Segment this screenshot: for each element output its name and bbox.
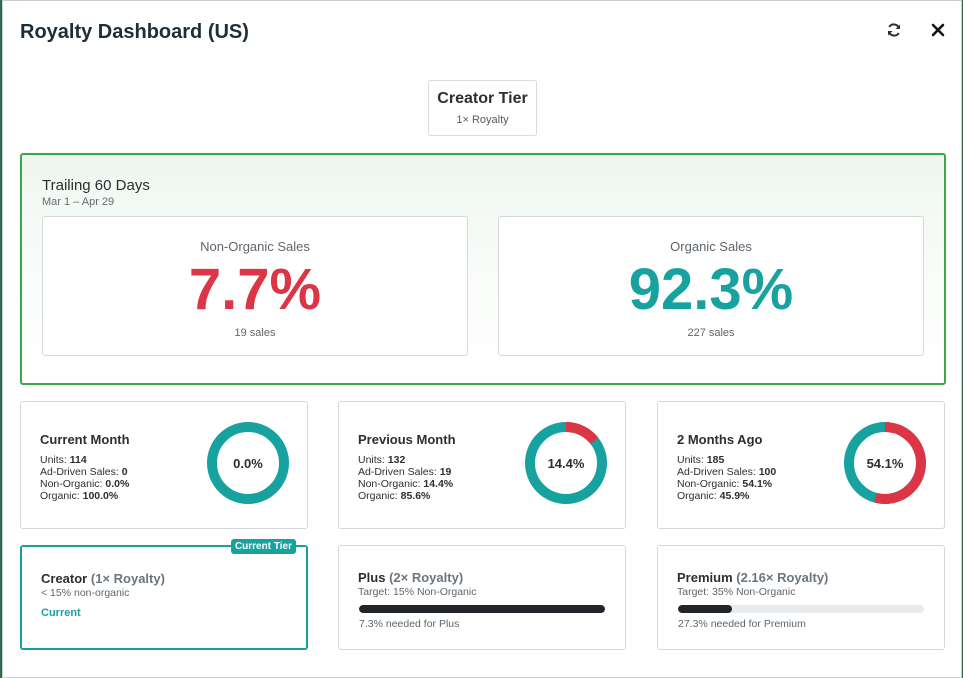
tier-title: Premium (2.16× Royalty)	[677, 570, 828, 585]
tier-requirement: < 15% non-organic	[41, 587, 130, 599]
donut-non-organic-segment	[525, 422, 607, 504]
current-tier-badge: Creator Tier 1× Royalty	[428, 80, 537, 136]
tier-title: Creator (1× Royalty)	[41, 571, 165, 586]
close-icon[interactable]	[927, 19, 949, 41]
non-organic-value: 14.4%	[423, 478, 454, 490]
donut-non-organic-segment	[844, 422, 926, 504]
modal-header: Royalty Dashboard (US)	[3, 1, 961, 63]
ad-driven-value: 100	[758, 466, 777, 478]
organic-label: Organic:	[40, 490, 80, 502]
month-card-current: Current Month Units: 114 Ad-Driven Sales…	[20, 401, 308, 529]
non-organic-sales-box: Non-Organic Sales 7.7% 19 sales	[42, 216, 468, 356]
units-label: Units:	[677, 454, 704, 466]
donut-organic-segment	[207, 422, 289, 504]
units-value: 132	[387, 454, 406, 466]
tier-card-creator: Current Tier Creator (1× Royalty) < 15% …	[20, 539, 308, 650]
current-tier-tag: Current Tier	[230, 539, 296, 554]
ad-driven-value: 0	[121, 466, 128, 478]
units-label: Units:	[40, 454, 67, 466]
non-organic-value: 7.7%	[188, 257, 322, 322]
page-title: Royalty Dashboard (US)	[20, 21, 249, 43]
tier-needed-text: 27.3% needed for Premium	[678, 618, 806, 630]
tier-card-plus: Plus (2× Royalty) Target: 15% Non-Organi…	[338, 545, 626, 650]
tier-target: Target: 15% Non-Organic	[358, 586, 477, 598]
tier-badge-multiplier: 1× Royalty	[456, 114, 509, 126]
donut-label: 0.0%	[233, 455, 263, 471]
organic-value: 100.0%	[82, 490, 119, 502]
donut-chart	[844, 422, 926, 504]
ad-driven-label: Ad-Driven Sales:	[677, 466, 756, 478]
ad-driven-label: Ad-Driven Sales:	[358, 466, 437, 478]
month-card-previous: Previous Month Units: 132 Ad-Driven Sale…	[338, 401, 626, 529]
month-title: Current Month	[40, 432, 130, 447]
tier-needed-text: 7.3% needed for Plus	[359, 618, 460, 630]
month-stats: Units: 132 Ad-Driven Sales: 19 Non-Organ…	[358, 454, 453, 502]
tier-progress-fill	[678, 605, 733, 613]
organic-value: 92.3%	[628, 257, 794, 322]
ad-driven-label: Ad-Driven Sales:	[40, 466, 119, 478]
tier-progress-bar	[359, 605, 605, 613]
month-card-two-months-ago: 2 Months Ago Units: 185 Ad-Driven Sales:…	[657, 401, 945, 529]
organic-value: 85.6%	[400, 490, 431, 502]
tier-multiplier: (2× Royalty)	[389, 570, 464, 585]
tier-multiplier: (2.16× Royalty)	[736, 570, 829, 585]
organic-value: 45.9%	[719, 490, 750, 502]
month-title: 2 Months Ago	[677, 432, 763, 447]
non-organic-count: 19 sales	[234, 327, 276, 339]
ad-driven-value: 19	[439, 466, 452, 478]
tier-card-premium: Premium (2.16× Royalty) Target: 35% Non-…	[657, 545, 945, 650]
tier-name: Premium	[677, 570, 733, 585]
tier-multiplier: (1× Royalty)	[90, 571, 165, 586]
organic-label: Organic:	[358, 490, 398, 502]
month-stats: Units: 114 Ad-Driven Sales: 0 Non-Organi…	[40, 454, 129, 502]
trailing-60-days-panel: Trailing 60 Days Mar 1 – Apr 29 Non-Orga…	[20, 153, 946, 385]
month-stats: Units: 185 Ad-Driven Sales: 100 Non-Orga…	[677, 454, 776, 502]
organic-label: Organic Sales	[670, 239, 752, 254]
tier-badge-name: Creator Tier	[437, 90, 528, 107]
month-title: Previous Month	[358, 432, 456, 447]
units-value: 185	[706, 454, 725, 466]
donut-chart	[207, 422, 289, 504]
units-label: Units:	[358, 454, 385, 466]
non-organic-label: Non-Organic Sales	[200, 239, 310, 254]
non-organic-value: 54.1%	[742, 478, 773, 490]
organic-count: 227 sales	[687, 327, 735, 339]
tier-name: Creator	[41, 571, 88, 586]
non-organic-label: Non-Organic:	[677, 478, 740, 490]
tier-progress-bar	[678, 605, 924, 613]
trailing-date-range: Mar 1 – Apr 29	[42, 196, 115, 208]
donut-label: 54.1%	[866, 455, 904, 471]
refresh-icon[interactable]	[883, 19, 905, 41]
units-value: 114	[69, 454, 87, 466]
organic-sales-box: Organic Sales 92.3% 227 sales	[498, 216, 924, 356]
non-organic-value: 0.0%	[105, 478, 130, 490]
tier-name: Plus	[358, 570, 386, 585]
tier-title: Plus (2× Royalty)	[358, 570, 463, 585]
non-organic-label: Non-Organic:	[358, 478, 421, 490]
tier-progress-fill	[359, 605, 605, 613]
non-organic-label: Non-Organic:	[40, 478, 103, 490]
donut-chart	[525, 422, 607, 504]
organic-label: Organic:	[677, 490, 717, 502]
tier-target: Target: 35% Non-Organic	[677, 586, 796, 598]
donut-label: 14.4%	[547, 455, 585, 471]
trailing-title: Trailing 60 Days	[42, 177, 150, 194]
tier-status: Current	[41, 607, 81, 619]
